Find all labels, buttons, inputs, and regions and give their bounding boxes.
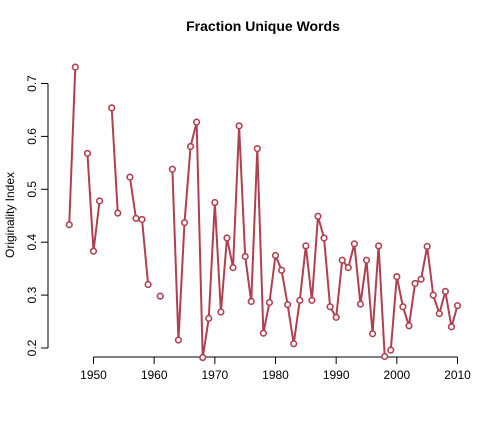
series-lines xyxy=(68,66,459,359)
series-line xyxy=(128,176,150,286)
y-tick-label: 0.3 xyxy=(25,286,39,303)
x-tick-label: 1990 xyxy=(323,368,350,382)
data-point xyxy=(89,247,98,255)
data-point xyxy=(174,336,183,344)
data-point xyxy=(193,118,201,126)
series-points xyxy=(65,63,462,362)
data-point xyxy=(180,219,189,227)
data-point xyxy=(417,275,425,283)
data-point xyxy=(308,296,316,304)
data-point xyxy=(83,149,92,157)
data-point xyxy=(253,144,261,153)
data-point xyxy=(429,291,437,299)
chart-title: Fraction Unique Words xyxy=(186,18,340,34)
data-point xyxy=(393,272,401,281)
data-point xyxy=(211,198,219,207)
series-line xyxy=(171,121,386,359)
data-point xyxy=(271,251,280,260)
data-point xyxy=(296,296,304,304)
data-point xyxy=(453,302,462,310)
data-point xyxy=(332,313,340,321)
data-point xyxy=(381,352,389,361)
data-point xyxy=(259,329,267,337)
data-point xyxy=(314,212,322,220)
x-tick-label: 1950 xyxy=(80,368,107,382)
data-point xyxy=(126,173,134,181)
x-tick-label: 2000 xyxy=(383,368,410,382)
data-point xyxy=(368,330,377,338)
data-point xyxy=(362,256,371,264)
data-point xyxy=(138,215,146,224)
data-point xyxy=(199,353,207,362)
data-point xyxy=(71,63,79,71)
data-point xyxy=(423,242,431,251)
x-tick-label: 1980 xyxy=(262,368,289,382)
y-axis: 0.2 0.3 0.4 0.5 0.6 0.7 xyxy=(25,75,49,356)
data-point xyxy=(168,165,176,173)
data-point xyxy=(247,297,255,306)
data-point xyxy=(344,263,352,272)
data-point xyxy=(375,242,383,250)
y-tick-label: 0.6 xyxy=(25,128,39,145)
data-point xyxy=(387,346,395,354)
y-tick-label: 0.4 xyxy=(25,234,39,251)
data-point xyxy=(235,122,243,130)
x-tick-label: 1960 xyxy=(141,368,168,382)
y-tick-label: 0.2 xyxy=(25,339,39,356)
data-point xyxy=(320,234,328,242)
y-tick-label: 0.7 xyxy=(25,75,39,92)
data-point xyxy=(265,298,274,307)
series-line xyxy=(389,245,459,352)
data-point xyxy=(441,287,449,296)
x-tick-label: 1970 xyxy=(201,368,228,382)
data-point xyxy=(132,214,140,222)
data-point xyxy=(411,279,419,288)
x-tick-label: 2010 xyxy=(444,368,471,382)
data-point xyxy=(186,142,195,151)
data-point xyxy=(399,303,407,311)
data-point xyxy=(435,310,443,318)
data-point xyxy=(205,314,213,322)
data-point xyxy=(338,256,346,264)
data-point xyxy=(277,266,286,274)
data-point xyxy=(144,280,152,289)
data-point xyxy=(229,263,237,272)
x-axis: 1950 1960 1970 1980 1990 2000 2010 xyxy=(80,356,471,382)
data-point xyxy=(302,242,310,250)
data-point xyxy=(217,308,225,316)
series-line xyxy=(68,66,77,226)
data-point xyxy=(350,240,358,248)
data-point xyxy=(284,301,292,309)
data-point xyxy=(65,221,73,229)
data-point xyxy=(326,303,334,311)
data-point xyxy=(241,252,249,261)
data-point xyxy=(114,209,122,217)
data-point xyxy=(156,292,164,300)
y-tick-label: 0.5 xyxy=(25,181,39,198)
series-line xyxy=(110,106,119,215)
data-point xyxy=(95,197,104,205)
data-point xyxy=(447,323,456,331)
y-axis-label: Originality Index xyxy=(3,172,17,258)
data-point xyxy=(356,300,365,308)
data-point xyxy=(290,340,298,348)
data-point xyxy=(405,322,413,330)
data-point xyxy=(108,104,116,112)
data-point xyxy=(223,234,231,242)
